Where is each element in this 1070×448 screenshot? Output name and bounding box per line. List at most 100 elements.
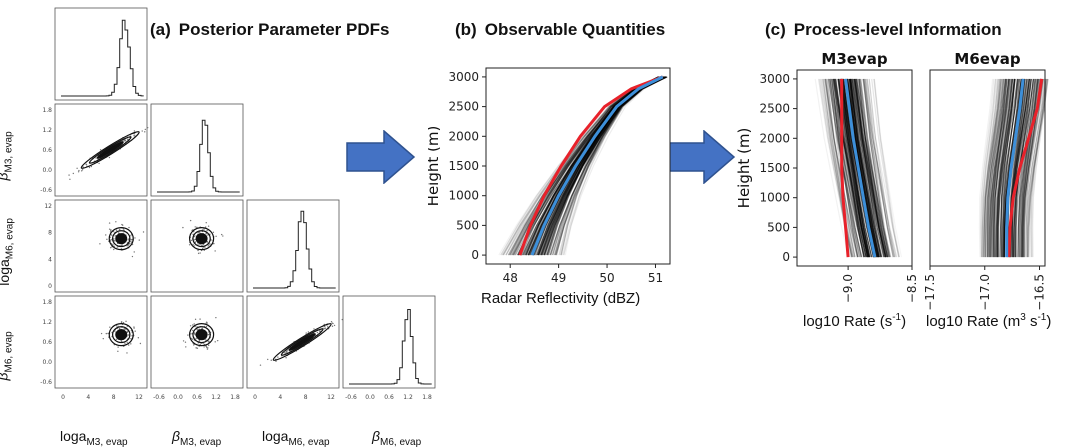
ensemble-line — [859, 78, 889, 258]
ensemble-line — [996, 78, 1016, 258]
corner-cell-3-0: 0 4 8 12 1.8 1.2 0.6 0.0 -0.6 — [40, 295, 148, 401]
corner-xlabel-4: βM6, evap — [372, 428, 422, 448]
scatter-point — [196, 347, 199, 349]
ensemble-line — [994, 78, 1010, 258]
ensemble-line — [865, 78, 894, 258]
scatter-point — [204, 226, 207, 228]
arrow-right-2 — [666, 130, 736, 184]
scatter-point — [191, 338, 194, 340]
ensemble-line — [1030, 78, 1047, 258]
scatter-point — [130, 235, 132, 237]
plot-frame — [796, 69, 913, 267]
ytick-label: 2000 — [448, 129, 479, 143]
ensemble-line — [540, 76, 668, 256]
corner-xtick: 0.0 — [365, 394, 375, 401]
ensemble-line — [866, 78, 900, 258]
scatter-point — [127, 334, 129, 336]
corner-ytick: 1.2 — [42, 319, 52, 326]
scatter-point — [316, 331, 319, 334]
scatter-point — [207, 245, 209, 247]
scatter-point — [182, 340, 185, 342]
scatter-point — [198, 231, 201, 233]
ensemble-line — [834, 78, 870, 258]
ensemble-line — [989, 78, 1007, 258]
contour-line — [111, 230, 131, 248]
ensemble-line — [982, 78, 1005, 258]
corner-xtick: 8 — [112, 394, 116, 401]
scatter-point — [133, 326, 135, 328]
ensemble-line — [862, 78, 890, 258]
scatter-point — [138, 239, 140, 241]
scatter-point — [199, 252, 201, 254]
ensemble-line — [992, 78, 1010, 258]
ensemble-line — [520, 76, 659, 256]
ensemble-line — [838, 78, 871, 258]
scatter-point — [216, 339, 219, 342]
ensemble-line — [871, 78, 900, 258]
scatter-point — [142, 231, 145, 233]
ensemble-line — [863, 78, 898, 258]
panel-a-label: Posterior Parameter PDFs — [178, 20, 390, 39]
contour-line — [80, 131, 140, 169]
ensemble-line — [980, 78, 995, 258]
scatter-point — [107, 332, 109, 335]
scatter-point — [133, 327, 135, 329]
ensemble-line — [1000, 78, 1016, 258]
contour-line — [189, 323, 215, 347]
ensemble-line — [554, 76, 667, 256]
ensemble-line — [983, 78, 1000, 258]
scatter-point — [113, 238, 115, 240]
scatter-point — [193, 323, 195, 325]
corner-ylabel-3: logaM6, evap — [0, 218, 16, 286]
ensemble-line — [834, 78, 867, 258]
scatter-point — [139, 342, 142, 345]
corner-ytick: 0.6 — [42, 339, 52, 346]
scatter-point — [110, 238, 112, 241]
corner-ytick: 1.8 — [42, 299, 52, 306]
ensemble-line — [855, 78, 882, 258]
scatter-point — [114, 235, 116, 237]
scatter-point — [131, 255, 134, 258]
scatter-point — [133, 133, 136, 135]
ensemble-line — [995, 78, 1014, 258]
corner-frame — [54, 295, 148, 389]
scatter-point — [203, 346, 205, 348]
corner-ytick: 12 — [44, 203, 52, 210]
corner-ylabel-4: βM6, evap — [0, 331, 15, 380]
ensemble-line — [863, 78, 897, 258]
ensemble-line — [988, 78, 1010, 258]
contour-line — [288, 333, 316, 351]
ensemble-line — [987, 78, 1010, 258]
ensemble-line — [851, 78, 887, 258]
scatter-point — [194, 333, 196, 335]
scatter-point — [78, 169, 80, 172]
ensemble-line — [840, 78, 870, 258]
corner-cell-3-3: -0.6 0.0 0.6 1.2 1.8 — [342, 295, 436, 401]
corner-xtick: -0.6 — [345, 394, 357, 401]
corner-ytick: 0.0 — [42, 167, 52, 174]
red-series-line — [840, 78, 850, 258]
ensemble-line — [1019, 78, 1038, 258]
scatter-point — [207, 225, 210, 227]
ensemble-line — [1030, 78, 1046, 258]
ensemble-line — [1027, 78, 1048, 258]
ensemble-line — [987, 78, 1002, 258]
contour-line — [189, 227, 215, 251]
panel-b-label: Observable Quantities — [484, 20, 666, 39]
corner-xtick: 0.6 — [192, 394, 202, 401]
scatter-point — [127, 239, 129, 241]
panel-b-title: (b) Observable Quantities — [455, 20, 665, 40]
scatter-point — [331, 325, 334, 327]
ensemble-line — [853, 78, 887, 258]
scatter-point — [327, 326, 329, 328]
ensemble-line — [980, 78, 996, 258]
scatter-point — [275, 360, 277, 362]
scatter-point — [188, 244, 191, 246]
scatter-point — [115, 325, 118, 327]
scatter-point — [131, 335, 133, 337]
ensemble-line — [860, 78, 889, 258]
scatter-point — [130, 343, 132, 345]
corner-xtick: 1.2 — [403, 394, 413, 401]
scatter-point — [205, 345, 208, 348]
corner-xtick: 0.6 — [384, 394, 394, 401]
